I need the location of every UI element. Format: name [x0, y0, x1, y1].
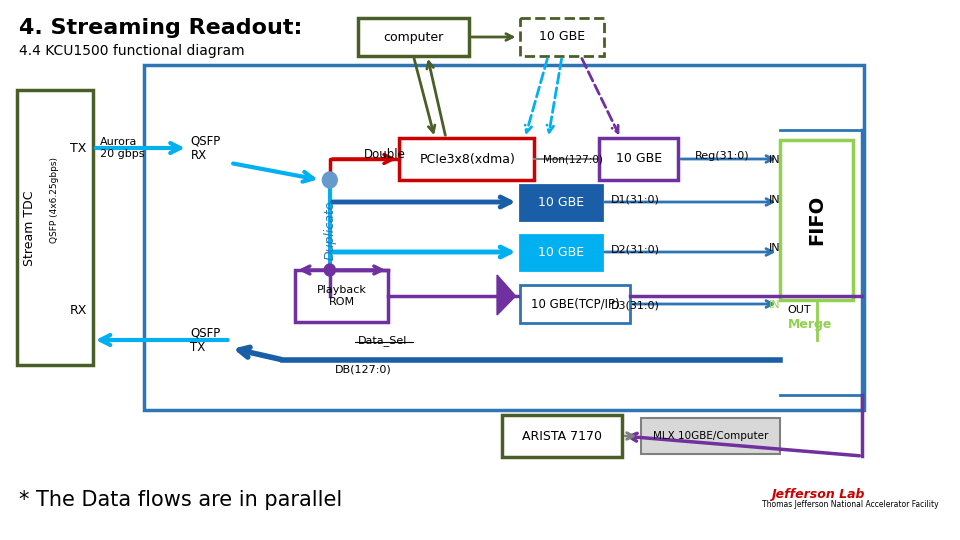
Text: QSFP
TX: QSFP TX	[190, 326, 221, 354]
Text: TX: TX	[70, 141, 86, 154]
Text: DB(127:0): DB(127:0)	[334, 365, 392, 375]
Text: Duplicate: Duplicate	[324, 200, 336, 260]
Text: Aurora
20 gbps: Aurora 20 gbps	[101, 137, 145, 159]
Bar	[520, 235, 602, 270]
Text: 4. Streaming Readout:: 4. Streaming Readout:	[18, 18, 302, 38]
Text: Thomas Jefferson National Accelerator Facility: Thomas Jefferson National Accelerator Fa…	[762, 500, 939, 509]
Text: D2(31:0): D2(31:0)	[612, 245, 660, 255]
Text: 10 GBE: 10 GBE	[616, 152, 662, 165]
Bar	[641, 418, 780, 454]
Bar	[599, 138, 678, 180]
Bar	[520, 185, 602, 220]
Text: computer: computer	[383, 30, 444, 44]
Polygon shape	[497, 275, 516, 315]
Text: RX: RX	[70, 303, 87, 316]
Text: D1(31:0): D1(31:0)	[612, 195, 660, 205]
Text: QSFP
RX: QSFP RX	[190, 134, 221, 162]
Text: FIFO: FIFO	[807, 195, 827, 245]
Bar	[502, 415, 622, 457]
Text: Double: Double	[364, 148, 406, 161]
Bar	[358, 18, 469, 56]
Bar	[520, 285, 630, 323]
Text: IN: IN	[769, 195, 780, 205]
Text: PCIe3x8(xdma): PCIe3x8(xdma)	[420, 152, 516, 165]
Circle shape	[324, 264, 335, 276]
Text: Reg(31:0): Reg(31:0)	[695, 151, 750, 161]
Text: Data_Sel: Data_Sel	[358, 335, 407, 346]
Text: * The Data flows are in parallel: * The Data flows are in parallel	[18, 490, 342, 510]
Text: ARISTA 7170: ARISTA 7170	[522, 429, 602, 442]
Text: QSFP (4x6.25gbps): QSFP (4x6.25gbps)	[50, 157, 60, 243]
Circle shape	[323, 172, 337, 188]
Text: D3(31:0): D3(31:0)	[612, 300, 660, 310]
Text: 10 GBE(TCP/IP): 10 GBE(TCP/IP)	[531, 298, 619, 310]
Text: IN: IN	[769, 243, 780, 253]
Text: Jefferson Lab: Jefferson Lab	[771, 488, 865, 501]
Bar	[144, 65, 864, 410]
Text: 10 GBE: 10 GBE	[538, 246, 585, 260]
Text: IN: IN	[769, 300, 780, 310]
Text: 10 GBE: 10 GBE	[539, 30, 586, 44]
Bar	[520, 18, 604, 56]
Text: Stream TDC: Stream TDC	[23, 190, 36, 266]
Text: IN: IN	[769, 155, 780, 165]
Text: Playback
ROM: Playback ROM	[317, 285, 367, 307]
Text: Merge: Merge	[788, 318, 832, 331]
Text: OUT: OUT	[788, 305, 811, 315]
Text: 10 GBE: 10 GBE	[538, 197, 585, 210]
Bar	[296, 270, 389, 322]
Bar	[399, 138, 534, 180]
Text: MLX 10GBE/Computer: MLX 10GBE/Computer	[653, 431, 768, 441]
Bar	[780, 140, 852, 300]
Bar	[16, 90, 93, 365]
Text: 4.4 KCU1500 functional diagram: 4.4 KCU1500 functional diagram	[18, 44, 244, 58]
Text: Mon(127:0): Mon(127:0)	[543, 154, 604, 164]
